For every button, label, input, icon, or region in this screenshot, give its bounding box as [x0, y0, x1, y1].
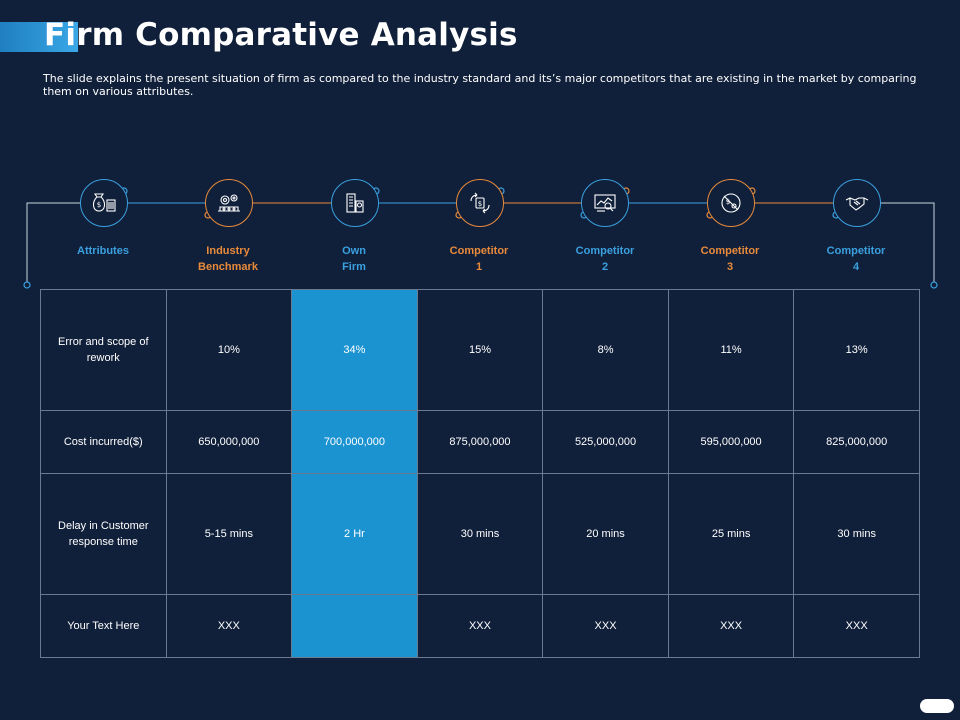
column-label-competitor-3: Competitor 3: [700, 245, 760, 273]
competitor-2-cell: 20 mins: [542, 472, 669, 596]
own-firm-cell: 700,000,000: [291, 410, 418, 474]
table-row: Error and scope of rework 10% 34% 15% 8%…: [40, 288, 920, 412]
table-row: Your Text Here XXX XXX XXX XXX XXX: [40, 594, 920, 658]
competitor-3-cell: 25 mins: [667, 472, 795, 596]
table-row: Cost incurred($) 650,000,000 700,000,000…: [40, 410, 920, 474]
row-attribute: Delay in Customer response time: [40, 472, 167, 596]
money-bag-icon: $: [80, 179, 128, 227]
handshake-icon: [833, 179, 881, 227]
column-label-industry-benchmark: Industry Benchmark: [198, 245, 258, 273]
svg-text:$: $: [726, 198, 730, 206]
svg-text:$: $: [478, 200, 482, 208]
no-money-icon: $: [707, 179, 755, 227]
competitor-1-cell: 875,000,000: [416, 410, 544, 474]
comparison-table: Error and scope of rework 10% 34% 15% 8%…: [40, 288, 920, 658]
competitor-4-cell: 13%: [793, 288, 920, 412]
own-firm-cell: [291, 594, 418, 658]
competitor-2-cell: 525,000,000: [542, 410, 669, 474]
exchange-cycle-icon: $: [456, 179, 504, 227]
analytics-dashboard-icon: [581, 179, 629, 227]
competitor-3-cell: 595,000,000: [667, 410, 795, 474]
industry-benchmark-cell: 10%: [165, 288, 293, 412]
competitor-2-cell: XXX: [542, 594, 669, 658]
industry-benchmark-cell: XXX: [165, 594, 293, 658]
industry-benchmark-cell: 5-15 mins: [165, 472, 293, 596]
factory-gears-icon: [205, 179, 253, 227]
competitor-4-cell: 30 mins: [793, 472, 920, 596]
corner-badge: [920, 699, 954, 713]
table-row: Delay in Customer response time 5-15 min…: [40, 472, 920, 596]
page-title: Firm Comparative Analysis: [44, 17, 518, 53]
title-accent-bar: [0, 22, 78, 52]
competitor-1-cell: 15%: [416, 288, 544, 412]
competitor-4-cell: XXX: [793, 594, 920, 658]
column-label-attributes: Attributes: [77, 245, 129, 257]
row-attribute: Error and scope of rework: [40, 288, 167, 412]
own-firm-cell: 2 Hr: [291, 472, 418, 596]
row-attribute: Your Text Here: [40, 594, 167, 658]
competitor-4-cell: 825,000,000: [793, 410, 920, 474]
competitor-1-cell: 30 mins: [416, 472, 544, 596]
competitor-3-cell: 11%: [667, 288, 795, 412]
column-label-competitor-2: Competitor 2: [575, 245, 635, 273]
competitor-2-cell: 8%: [542, 288, 669, 412]
buildings-icon: [331, 179, 379, 227]
competitor-3-cell: XXX: [667, 594, 795, 658]
own-firm-cell: 34%: [291, 288, 418, 412]
column-label-competitor-4: Competitor 4: [826, 245, 886, 273]
column-label-own-firm: Own Firm: [342, 245, 366, 273]
row-attribute: Cost incurred($): [40, 410, 167, 474]
svg-text:$: $: [97, 201, 101, 209]
page-subtitle: The slide explains the present situation…: [43, 72, 917, 98]
competitor-1-cell: XXX: [416, 594, 544, 658]
industry-benchmark-cell: 650,000,000: [165, 410, 293, 474]
column-label-competitor-1: Competitor 1: [449, 245, 509, 273]
